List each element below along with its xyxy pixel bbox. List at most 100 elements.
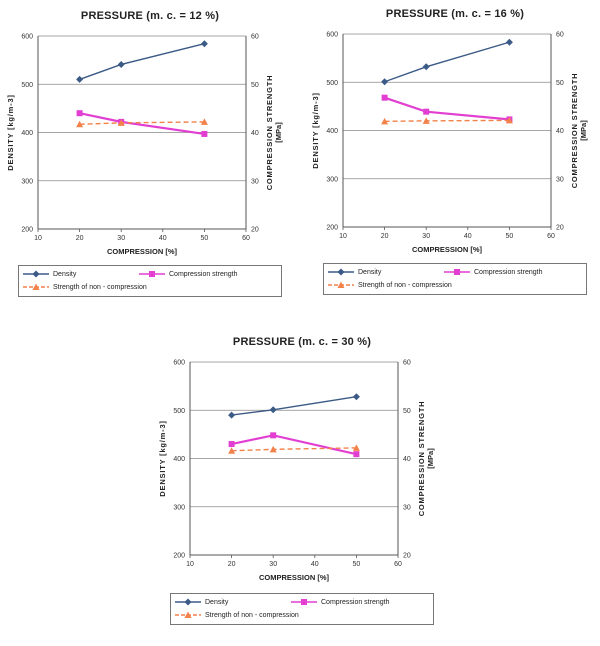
data-point <box>352 444 360 451</box>
chart-legend: Density Compression strength Strength of… <box>323 263 587 295</box>
y2-tick-label: 40 <box>556 128 564 135</box>
chart-pressure-12: PRESSURE (m. c. = 12 %) 200 300 400 500 600 2… <box>0 10 300 320</box>
y-tick-label: 600 <box>21 34 33 41</box>
y-tick-label: 200 <box>21 227 33 234</box>
legend-swatch-marker <box>149 271 155 277</box>
data-point <box>76 75 84 83</box>
data-point <box>423 108 430 115</box>
y-tick-label: 200 <box>326 225 338 232</box>
x-tick-label: 20 <box>76 235 84 242</box>
legend-label-density: Density <box>205 599 229 606</box>
y2-tick-label: 50 <box>556 80 564 87</box>
x-tick-label: 40 <box>464 233 472 240</box>
legend-swatch-marker <box>301 599 307 605</box>
data-point <box>381 117 389 125</box>
data-point <box>505 116 513 124</box>
legend-swatch-marker <box>184 598 192 606</box>
chart-legend: Density Compression strength Strength of… <box>18 265 282 297</box>
legend-label-non-compression: Strength of non - compression <box>358 282 452 289</box>
data-point <box>228 411 236 419</box>
data-point <box>381 78 389 86</box>
data-point <box>269 406 277 414</box>
y2-axis-unit: [MPa] <box>579 120 588 141</box>
x-tick-label: 10 <box>34 235 42 242</box>
y2-tick-label: 40 <box>251 130 259 137</box>
y2-tick-label: 30 <box>403 504 411 511</box>
data-point <box>422 63 430 71</box>
series-line-compression-strength <box>384 96 510 121</box>
chart-title: PRESSURE (m. c. = 12 %) <box>80 10 220 22</box>
data-point <box>269 445 277 453</box>
series-line-density <box>384 41 510 83</box>
chart-title: PRESSURE (m. c. = 16 %) <box>385 8 525 20</box>
x-tick-label: 50 <box>201 235 209 242</box>
legend-label-density: Density <box>53 271 77 278</box>
y2-tick-label: 20 <box>251 227 259 234</box>
x-tick-label: 60 <box>547 233 555 240</box>
legend-label-compression-strength: Compression strength <box>474 269 543 276</box>
data-point <box>76 110 83 117</box>
legend-swatch-marker <box>32 283 40 290</box>
legend-swatch-marker <box>454 269 460 275</box>
y2-tick-label: 60 <box>403 360 411 367</box>
y-tick-label: 500 <box>173 408 185 415</box>
chart-pressure-30: PRESSURE (m. c. = 30 %) 200 300 400 500 600 2… <box>152 336 452 646</box>
data-point <box>381 94 388 101</box>
y2-axis-title: COMPRESSION STRENGTH <box>570 73 579 189</box>
legend-label-non-compression: Strength of non - compression <box>53 284 147 291</box>
legend-swatch-marker <box>32 270 40 278</box>
legend-label-density: Density <box>358 269 382 276</box>
y-tick-label: 600 <box>173 360 185 367</box>
y-tick-label: 400 <box>173 456 185 463</box>
data-point <box>76 120 84 128</box>
x-axis-title: COMPRESSION [%] <box>107 247 178 256</box>
series-line-non-compression <box>384 119 510 123</box>
y-tick-label: 300 <box>326 176 338 183</box>
x-tick-label: 50 <box>353 561 361 568</box>
data-point <box>352 393 360 401</box>
x-tick-label: 30 <box>117 235 125 242</box>
y-tick-label: 300 <box>173 504 185 511</box>
y2-tick-label: 60 <box>556 32 564 39</box>
chart-plot-area: 200 300 400 500 600 20 30 40 50 60 10 20 30 40 50 60 COM… <box>6 34 283 257</box>
y-tick-label: 300 <box>21 178 33 185</box>
x-tick-label: 60 <box>394 561 402 568</box>
x-tick-label: 10 <box>186 561 194 568</box>
y2-tick-label: 20 <box>403 553 411 560</box>
y2-axis-unit: [MPa] <box>426 448 435 469</box>
y2-tick-label: 40 <box>403 456 411 463</box>
y-tick-label: 500 <box>21 82 33 89</box>
data-point <box>270 432 277 439</box>
x-tick-label: 60 <box>242 235 250 242</box>
legend-swatch-marker <box>184 611 192 618</box>
legend-label-compression-strength: Compression strength <box>321 599 390 606</box>
y-tick-label: 400 <box>326 128 338 135</box>
chart-legend: Density Compression strength Strength of… <box>170 593 434 625</box>
legend-label-compression-strength: Compression strength <box>169 271 238 278</box>
legend-swatch-marker <box>337 268 345 276</box>
data-point <box>200 118 208 125</box>
y2-axis-unit: [MPa] <box>274 122 283 143</box>
data-point <box>117 60 125 68</box>
x-tick-label: 30 <box>269 561 277 568</box>
chart-pressure-16: PRESSURE (m. c. = 16 %) 200 300 400 500 600 2… <box>305 8 600 318</box>
x-axis-title: COMPRESSION [%] <box>412 245 483 254</box>
series-line-density <box>231 396 357 416</box>
x-tick-label: 40 <box>311 561 319 568</box>
chart-plot-area: 200 300 400 500 600 20 30 40 50 60 10 20 30 40 50 60 COM… <box>311 32 588 255</box>
legend-swatch-marker <box>337 281 345 288</box>
x-tick-label: 10 <box>339 233 347 240</box>
y-axis-title: DENSITY [kg/m-3] <box>158 420 167 496</box>
y2-tick-label: 50 <box>251 82 259 89</box>
y-tick-label: 500 <box>326 80 338 87</box>
x-tick-label: 50 <box>506 233 514 240</box>
y2-axis-title: COMPRESSION STRENGTH <box>417 401 426 517</box>
y2-tick-label: 30 <box>251 178 259 185</box>
x-tick-label: 30 <box>422 233 430 240</box>
x-axis-title: COMPRESSION [%] <box>259 573 330 582</box>
legend-label-non-compression: Strength of non - compression <box>205 612 299 619</box>
chart-title: PRESSURE (m. c. = 30 %) <box>232 336 372 348</box>
y2-tick-label: 30 <box>556 176 564 183</box>
data-point <box>201 130 208 137</box>
data-point <box>228 441 235 448</box>
